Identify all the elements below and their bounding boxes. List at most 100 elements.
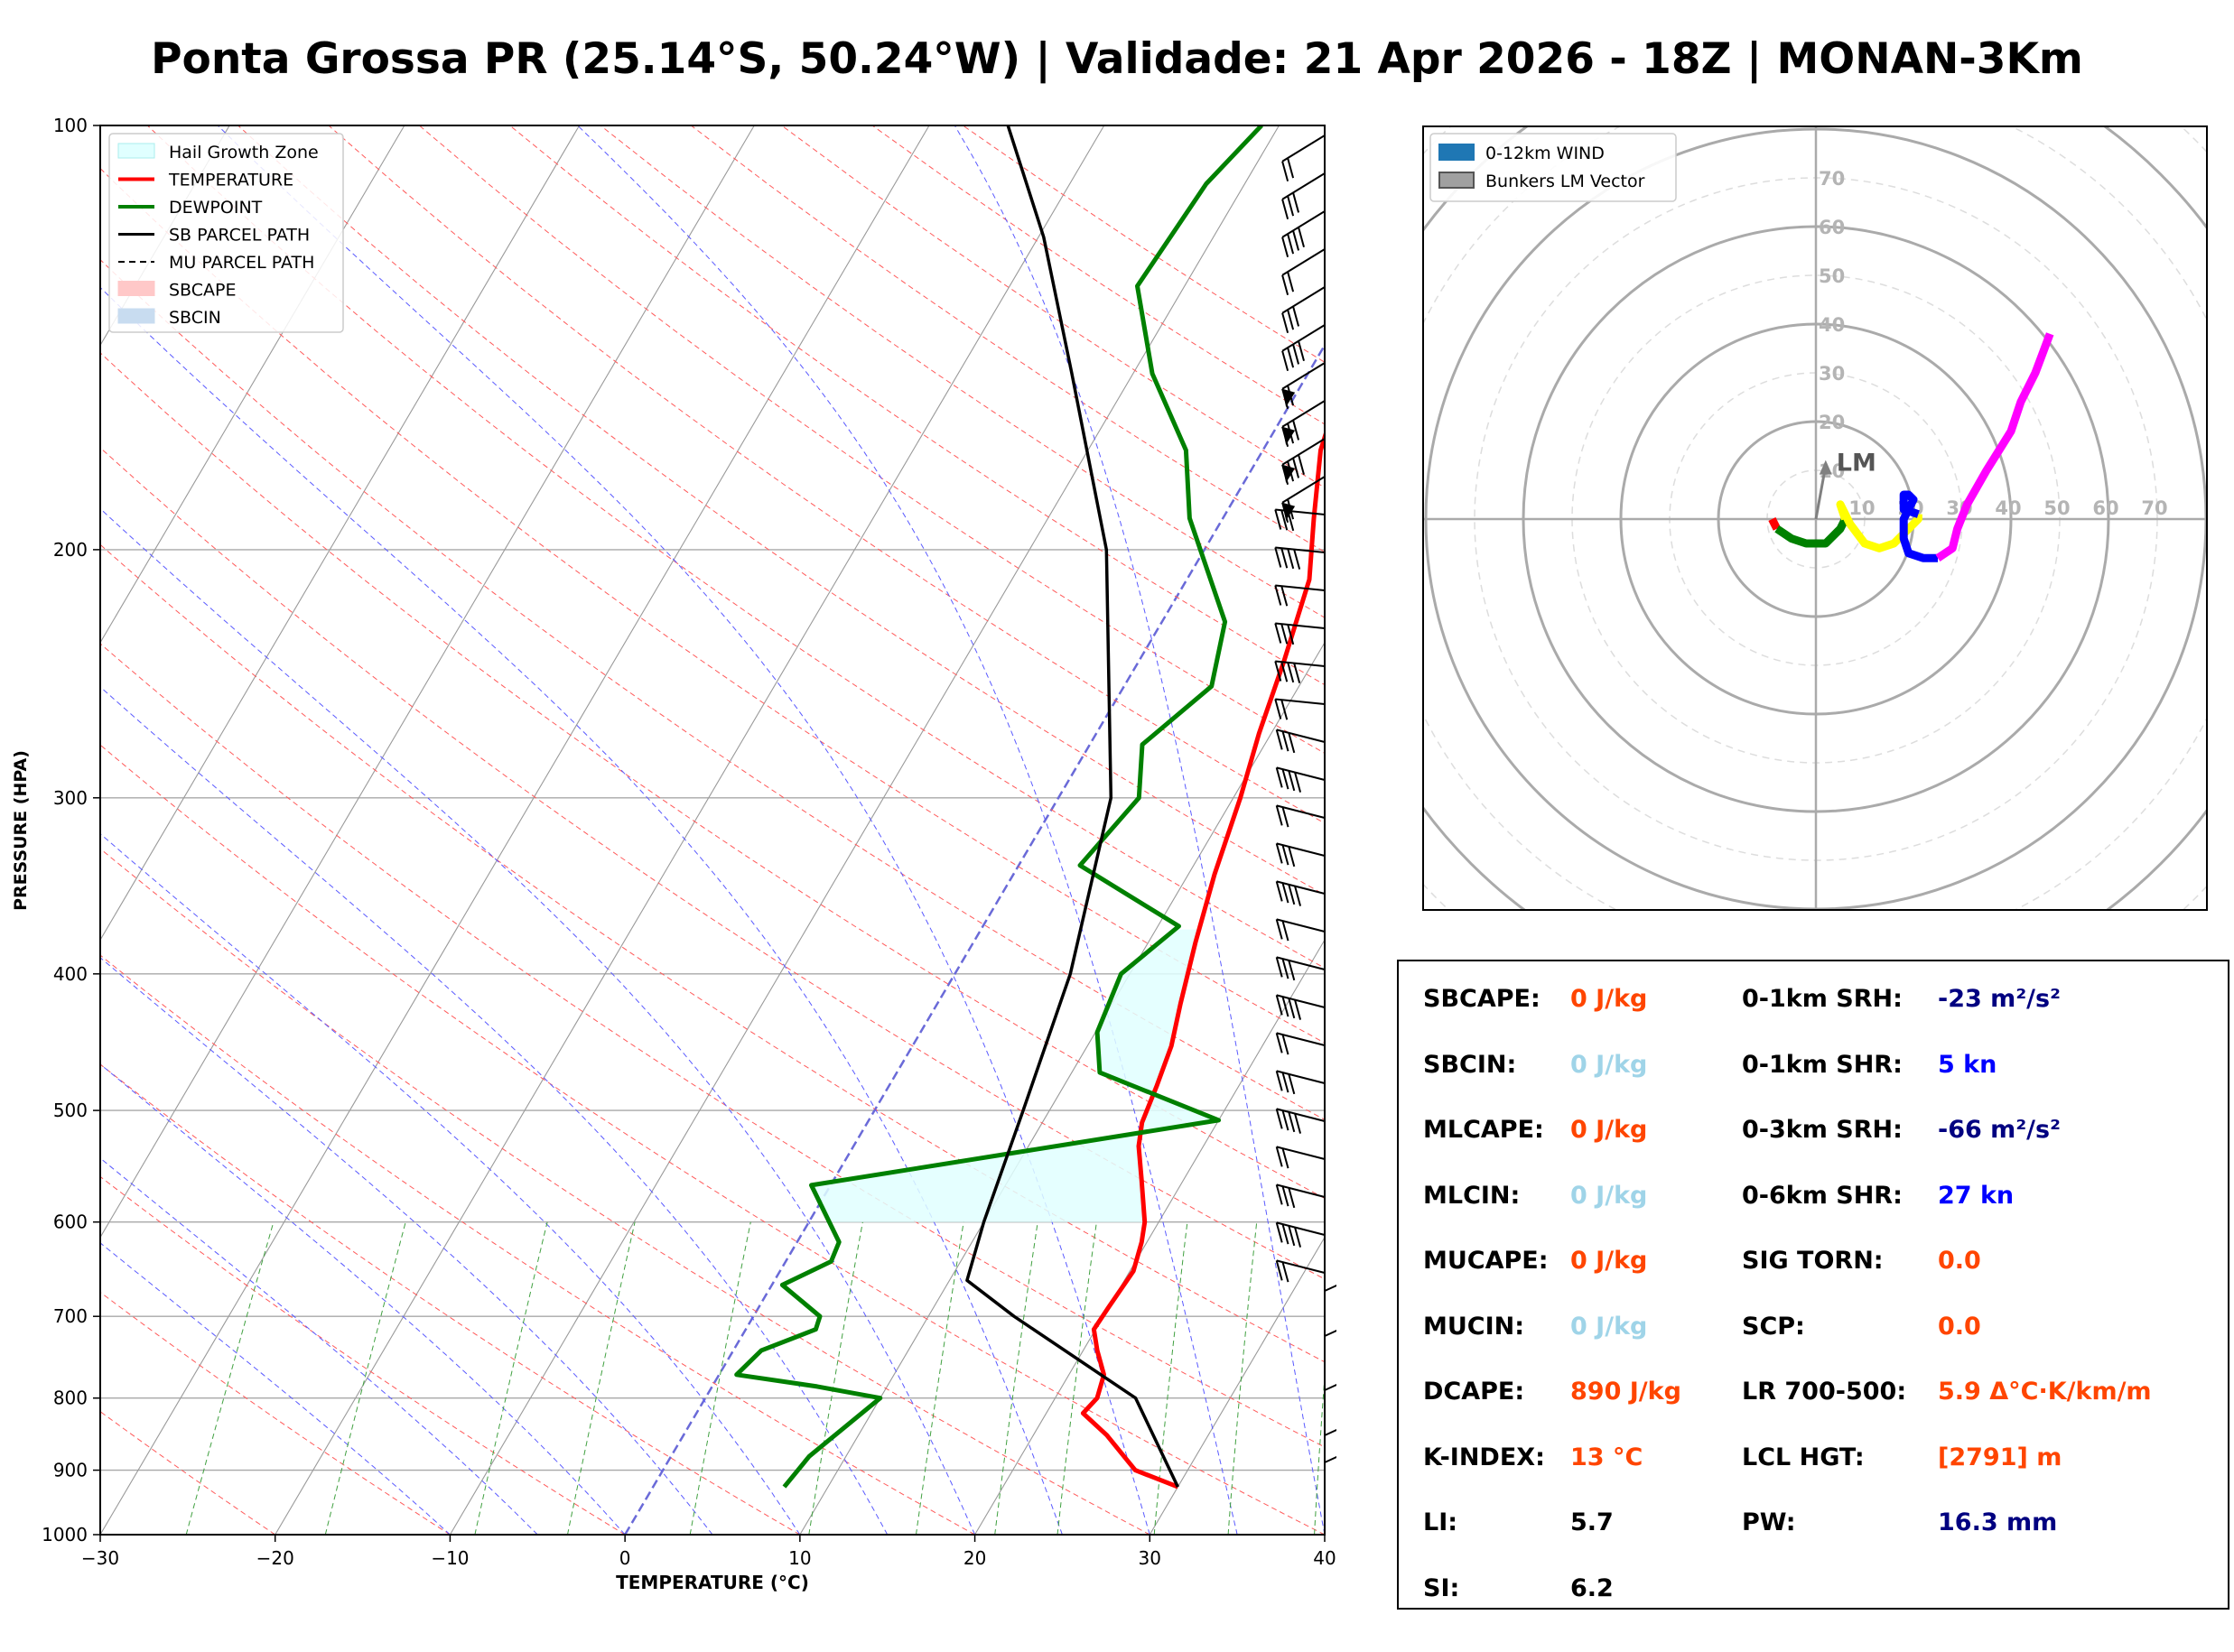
stat-label: SBCAPE: — [1423, 985, 1541, 1013]
wind-barb — [1274, 622, 1326, 645]
y-tick-label: 500 — [53, 1100, 88, 1121]
y-tick-label: 300 — [53, 787, 88, 809]
x-axis-label: TEMPERATURE (°C) — [616, 1572, 809, 1593]
stat-label: MLCIN: — [1423, 1181, 1521, 1210]
wind-barb — [1275, 1108, 1326, 1134]
skewt-frame — [99, 125, 1326, 1536]
y-tick-label: 1000 — [42, 1524, 88, 1545]
stat-value: 5 kn — [1938, 1050, 1997, 1079]
legend-entry: MU PARCEL PATH — [118, 253, 314, 273]
wind-barb — [1281, 324, 1326, 372]
legend-label: 0-12km WIND — [1485, 144, 1605, 163]
wind-barb — [1281, 400, 1326, 448]
dewpoint-line — [734, 125, 1263, 1489]
isotherm-line — [1149, 1236, 1325, 1535]
isotherm-line — [100, 125, 581, 942]
stat-value: 0.0 — [1938, 1312, 1981, 1341]
bunkers-lm-label: LM — [1837, 450, 1876, 478]
stat-value: 16.3 mm — [1938, 1508, 2058, 1536]
wind-barb — [1274, 508, 1326, 532]
wind-barb — [1274, 546, 1326, 570]
legend-label: SBCAPE — [169, 281, 237, 301]
ring-label-x: 60 — [2092, 497, 2118, 519]
hail-growth-zone — [812, 929, 1216, 1222]
wind-barb — [1274, 660, 1326, 683]
legend-entry: DEWPOINT — [118, 198, 263, 218]
bunkers-lm-arrowhead — [1819, 459, 1832, 475]
y-tick-label: 600 — [53, 1211, 88, 1233]
stat-value: 27 kn — [1938, 1181, 2015, 1210]
stat-value: 0 J/kg — [1570, 1116, 1648, 1144]
wind-barb — [1275, 918, 1326, 942]
dry-adiabat — [418, 125, 1325, 755]
dry-adiabat — [100, 1175, 626, 1535]
wind-barb — [1275, 1221, 1326, 1248]
stat-value: 0 J/kg — [1570, 1050, 1648, 1079]
stat-label: LI: — [1423, 1508, 1458, 1536]
stat-label: 0-6km SHR: — [1742, 1181, 1903, 1210]
wind-barb — [1274, 698, 1326, 720]
moist-adiabat — [577, 125, 1238, 1535]
stat-label: DCAPE: — [1423, 1378, 1525, 1406]
stat-value: 0 J/kg — [1570, 1247, 1648, 1275]
dry-adiabat — [100, 643, 1325, 1448]
stat-value: 0 J/kg — [1570, 1181, 1648, 1210]
ring-label-x: 10 — [1848, 497, 1875, 519]
dry-adiabat — [100, 954, 975, 1535]
wind-barb — [1281, 172, 1326, 220]
hodograph-segment — [1899, 490, 1938, 562]
y-tick-label: 400 — [53, 963, 88, 985]
isotherm-line — [100, 125, 230, 347]
isotherm-line — [974, 939, 1325, 1535]
legend-label: SB PARCEL PATH — [169, 226, 310, 246]
x-tick-label: −20 — [256, 1547, 294, 1569]
isotherm-line — [1324, 1533, 1325, 1535]
hodograph-segment — [1935, 332, 2054, 561]
temperature-line — [1080, 430, 1325, 1490]
hodograph-frame — [1422, 125, 2208, 911]
y-tick-label: 700 — [53, 1305, 88, 1327]
wind-barb — [1275, 1183, 1326, 1209]
wind-barb — [1274, 584, 1326, 607]
wind-barb — [1281, 286, 1326, 334]
legend-label: SBCIN — [169, 308, 221, 328]
stat-label: SCP: — [1742, 1312, 1805, 1341]
legend-entry: SB PARCEL PATH — [118, 226, 310, 246]
mixing-ratio-line — [1056, 1221, 1097, 1535]
mixing-ratio-line — [1227, 1221, 1258, 1535]
wind-barb — [1281, 248, 1326, 296]
y-tick-label: 100 — [53, 115, 88, 136]
isotherm-line — [100, 125, 405, 644]
moist-adiabat — [100, 507, 976, 1535]
wind-barb — [1275, 1259, 1326, 1283]
stat-value: 0.0 — [1938, 1247, 1981, 1275]
stat-value: 5.9 Δ°C·K/km/m — [1938, 1378, 2152, 1406]
stat-value: 890 J/kg — [1570, 1378, 1681, 1406]
ring-label-x: 40 — [1995, 497, 2021, 519]
wind-barb — [1275, 994, 1326, 1020]
moist-adiabat — [100, 686, 889, 1535]
wind-barb — [1324, 1284, 1336, 1292]
dry-adiabat — [100, 167, 1325, 1044]
isotherm-line — [799, 641, 1325, 1535]
moist-adiabat — [100, 1157, 538, 1535]
wind-barb — [1275, 956, 1326, 981]
wind-barb — [1281, 135, 1326, 182]
wind-barb — [1275, 766, 1326, 793]
legend-label: Bunkers LM Vector — [1485, 172, 1645, 191]
dry-adiabat — [146, 125, 1325, 969]
mixing-ratio-line — [808, 1221, 863, 1535]
wind-barb — [1275, 1032, 1326, 1055]
mixing-ratio-line — [994, 1221, 1038, 1535]
page-title: Ponta Grossa PR (25.14°S, 50.24°W) | Val… — [151, 34, 2083, 84]
dry-adiabat — [690, 125, 1325, 552]
legend-label: TEMPERATURE — [168, 171, 293, 190]
wind-barb — [1281, 362, 1326, 410]
moist-adiabat — [100, 957, 713, 1535]
dry-adiabat — [328, 125, 1325, 824]
mixing-ratio-line — [324, 1221, 406, 1535]
mixing-ratio-line — [567, 1221, 636, 1535]
stat-label: PW: — [1742, 1508, 1796, 1536]
y-tick-label: 800 — [53, 1387, 88, 1409]
